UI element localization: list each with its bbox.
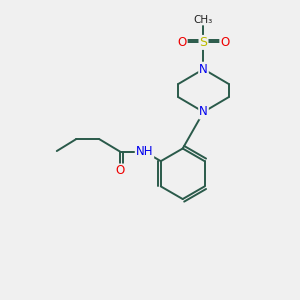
Text: O: O: [220, 36, 230, 49]
Text: N: N: [199, 63, 208, 76]
Text: S: S: [200, 36, 208, 49]
Text: CH₃: CH₃: [194, 14, 213, 25]
Text: NH: NH: [136, 145, 153, 158]
Text: O: O: [116, 164, 125, 178]
Text: O: O: [178, 36, 187, 49]
Text: N: N: [199, 106, 208, 118]
